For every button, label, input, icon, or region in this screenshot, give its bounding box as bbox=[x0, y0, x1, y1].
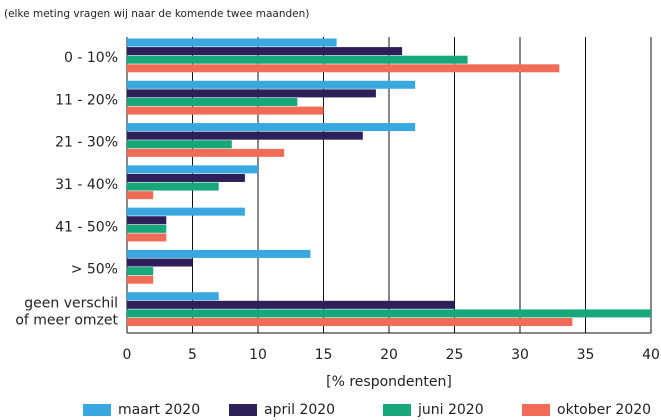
bar bbox=[127, 318, 573, 327]
x-tick-label: 0 bbox=[123, 347, 132, 363]
x-tick-label: 40 bbox=[642, 347, 660, 363]
bar bbox=[127, 89, 376, 98]
bar bbox=[127, 123, 416, 132]
legend-label: maart 2020 bbox=[118, 402, 200, 418]
chart-subtitle: (elke meting vragen wij naar de komende … bbox=[4, 8, 309, 20]
legend-label: juni 2020 bbox=[417, 402, 484, 418]
x-tick-label: 35 bbox=[577, 347, 595, 363]
bar bbox=[127, 309, 651, 318]
bar bbox=[127, 207, 245, 216]
bar bbox=[127, 97, 298, 106]
y-tick-label: geen verschil of meer omzet bbox=[15, 295, 118, 328]
bar bbox=[127, 182, 219, 191]
bar bbox=[127, 275, 154, 284]
x-tick-label: 15 bbox=[315, 347, 333, 363]
bar bbox=[127, 165, 258, 174]
y-tick-label: > 50% bbox=[71, 262, 118, 278]
bar bbox=[127, 38, 337, 47]
bar bbox=[127, 106, 324, 115]
bar bbox=[127, 292, 219, 301]
bar bbox=[127, 216, 167, 225]
legend-swatch bbox=[83, 404, 111, 416]
bar bbox=[127, 80, 416, 89]
bar bbox=[127, 191, 154, 200]
bar bbox=[127, 148, 285, 157]
bar bbox=[127, 258, 193, 267]
bar bbox=[127, 131, 363, 140]
y-tick-label: 31 - 40% bbox=[55, 177, 118, 193]
bar bbox=[127, 249, 311, 258]
legend-label: oktober 2020 bbox=[557, 402, 651, 418]
bar bbox=[127, 300, 455, 309]
x-tick-label: 25 bbox=[446, 347, 464, 363]
bar bbox=[127, 140, 232, 149]
legend-swatch bbox=[383, 404, 411, 416]
x-tick-label: 20 bbox=[380, 347, 398, 363]
x-tick-label: 5 bbox=[188, 347, 197, 363]
y-tick-label: 41 - 50% bbox=[55, 219, 118, 235]
x-axis-label: [% respondenten] bbox=[326, 374, 452, 390]
legend-label: april 2020 bbox=[264, 402, 335, 418]
y-tick-label: 21 - 30% bbox=[55, 135, 118, 151]
bar bbox=[127, 224, 167, 233]
legend-swatch bbox=[229, 404, 257, 416]
bar bbox=[127, 267, 154, 276]
bar bbox=[127, 173, 245, 182]
x-tick-label: 10 bbox=[249, 347, 267, 363]
x-tick-label: 30 bbox=[511, 347, 529, 363]
legend-swatch bbox=[522, 404, 550, 416]
bar bbox=[127, 55, 468, 64]
bar bbox=[127, 233, 167, 242]
y-tick-label-line: of meer omzet bbox=[15, 312, 118, 328]
bar bbox=[127, 47, 403, 56]
y-tick-label-line: geen verschil bbox=[24, 295, 118, 311]
bar bbox=[127, 64, 560, 73]
y-tick-label: 11 - 20% bbox=[55, 92, 118, 108]
y-tick-label: 0 - 10% bbox=[64, 50, 118, 66]
